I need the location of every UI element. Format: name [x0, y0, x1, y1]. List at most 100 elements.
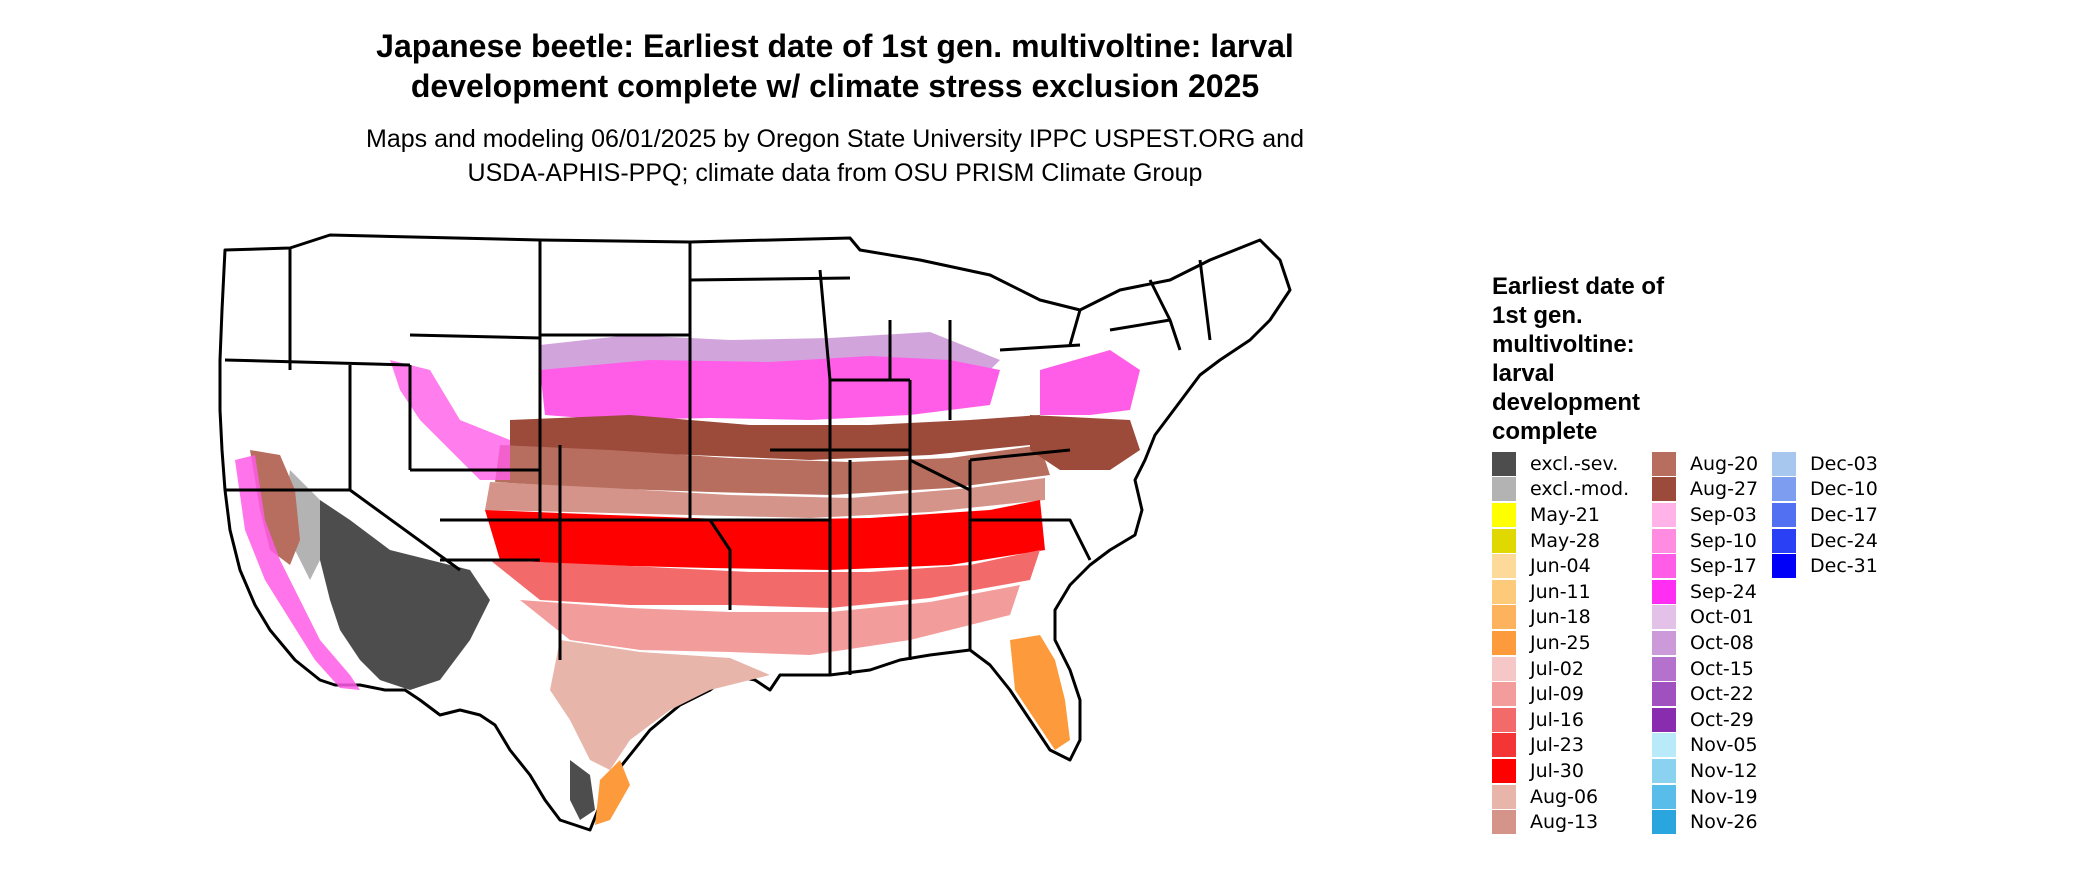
legend-label: Oct-22 [1690, 683, 1754, 706]
legend-item: Oct-08 [1652, 630, 1758, 656]
legend-item: Nov-26 [1652, 809, 1758, 835]
legend-item: Sep-24 [1652, 579, 1758, 605]
legend-label: Jul-02 [1530, 657, 1584, 680]
legend-item: Aug-20 [1652, 451, 1758, 477]
legend-swatch [1492, 656, 1516, 681]
legend-item: May-28 [1492, 528, 1629, 554]
legend-item: Jul-30 [1492, 758, 1629, 784]
legend-label: Sep-03 [1690, 503, 1757, 526]
legend-swatch [1652, 630, 1676, 655]
legend-label: Dec-31 [1810, 555, 1878, 578]
legend-swatch [1492, 502, 1516, 527]
legend-label: May-21 [1530, 503, 1600, 526]
legend-swatch [1772, 528, 1796, 553]
legend-swatch [1492, 451, 1516, 476]
legend-swatch [1652, 477, 1676, 502]
legend-label: Oct-29 [1690, 708, 1754, 731]
legend-item: Nov-12 [1652, 758, 1758, 784]
legend-swatch [1652, 528, 1676, 553]
legend-swatch [1772, 451, 1796, 476]
legend-column-3: Dec-03 Dec-10 Dec-17 Dec-24 Dec-31 [1772, 451, 1878, 579]
legend-label: Oct-01 [1690, 606, 1754, 629]
zone-nm-spots [390, 360, 510, 480]
legend-item: Dec-03 [1772, 451, 1878, 477]
legend-column-2: Aug-20 Aug-27 Sep-03 Sep-10 Sep-17 Sep-24 Oct-… [1652, 451, 1758, 835]
legend-swatch [1652, 451, 1676, 476]
legend-swatch [1492, 758, 1516, 783]
legend-label: Jul-30 [1530, 759, 1584, 782]
legend-item: Nov-05 [1652, 733, 1758, 759]
legend-swatch [1652, 707, 1676, 732]
legend-label: excl.-mod. [1530, 478, 1630, 501]
legend-item: Oct-29 [1652, 707, 1758, 733]
legend-item: Oct-01 [1652, 605, 1758, 631]
legend-swatch [1652, 579, 1676, 604]
zone-sep [540, 356, 1000, 420]
legend-swatch [1772, 554, 1796, 579]
legend-swatch [1772, 477, 1796, 502]
legend-label: Jun-18 [1530, 606, 1591, 629]
map-title-line1: Japanese beetle: Earliest date of 1st ge… [376, 28, 1294, 64]
legend-item: excl.-mod. [1492, 477, 1629, 503]
legend-label: Sep-17 [1690, 555, 1757, 578]
state-boundaries [224, 240, 1212, 675]
zone-excl-sev-sw [320, 500, 490, 690]
map-subtitle: Maps and modeling 06/01/2025 by Oregon S… [230, 122, 1440, 190]
legend-swatch [1652, 502, 1676, 527]
map-title-line2: development complete w/ climate stress e… [410, 68, 1260, 104]
legend-label: Jun-04 [1530, 555, 1591, 578]
legend-swatch [1652, 758, 1676, 783]
legend-label: Dec-24 [1810, 529, 1878, 552]
zone-ca-brown [250, 450, 300, 565]
zone-ca-magenta [235, 455, 360, 690]
legend-label: Nov-26 [1690, 811, 1758, 834]
legend-swatch [1492, 579, 1516, 604]
legend-swatch [1492, 733, 1516, 758]
legend-swatch [1652, 605, 1676, 630]
legend-label: Aug-20 [1690, 452, 1759, 475]
zone-aug-early [485, 478, 1045, 518]
legend-item: Jun-18 [1492, 605, 1629, 631]
legend-swatch [1652, 656, 1676, 681]
legend-item: Jul-02 [1492, 656, 1629, 682]
zone-jul-early [520, 585, 1020, 655]
legend-label: Nov-19 [1690, 785, 1758, 808]
legend-label: Oct-08 [1690, 631, 1754, 654]
map-subtitle-line2: USDA-APHIS-PPQ; climate data from OSU PR… [467, 159, 1203, 187]
legend-item: Jul-16 [1492, 707, 1629, 733]
legend-swatch [1652, 733, 1676, 758]
legend-swatch [1492, 528, 1516, 553]
us-map [218, 233, 1292, 832]
legend-label: Aug-13 [1530, 811, 1599, 834]
legend-item: Dec-31 [1772, 553, 1878, 579]
legend-item: excl.-sev. [1492, 451, 1629, 477]
legend-item: Dec-17 [1772, 502, 1878, 528]
legend-item: Aug-27 [1652, 477, 1758, 503]
legend-item: Jun-25 [1492, 630, 1629, 656]
legend-item: Jul-09 [1492, 681, 1629, 707]
legend-swatch [1492, 682, 1516, 707]
legend-label: Oct-15 [1690, 657, 1754, 680]
legend-swatch [1492, 477, 1516, 502]
legend-label: excl.-sev. [1530, 452, 1619, 475]
legend-item: Dec-10 [1772, 477, 1878, 503]
zone-jun-texas [595, 760, 630, 825]
legend-item: May-21 [1492, 502, 1629, 528]
legend-swatch [1652, 810, 1676, 835]
legend-label: Aug-27 [1690, 478, 1759, 501]
legend-swatch [1492, 605, 1516, 630]
legend-swatch [1652, 784, 1676, 809]
legend-swatch [1492, 630, 1516, 655]
legend-item: Jun-04 [1492, 553, 1629, 579]
legend-label: May-28 [1530, 529, 1600, 552]
legend-item: Jul-23 [1492, 733, 1629, 759]
legend-item: Sep-17 [1652, 553, 1758, 579]
legend-label: Jul-23 [1530, 734, 1584, 757]
legend-label: Nov-12 [1690, 759, 1758, 782]
zone-jul-mid [490, 550, 1040, 608]
legend-label: Jul-09 [1530, 683, 1584, 706]
zone-nc-brown [1030, 415, 1140, 470]
zone-va-magenta [1040, 350, 1140, 415]
legend-label: Nov-05 [1690, 734, 1758, 757]
legend-item: Sep-03 [1652, 502, 1758, 528]
